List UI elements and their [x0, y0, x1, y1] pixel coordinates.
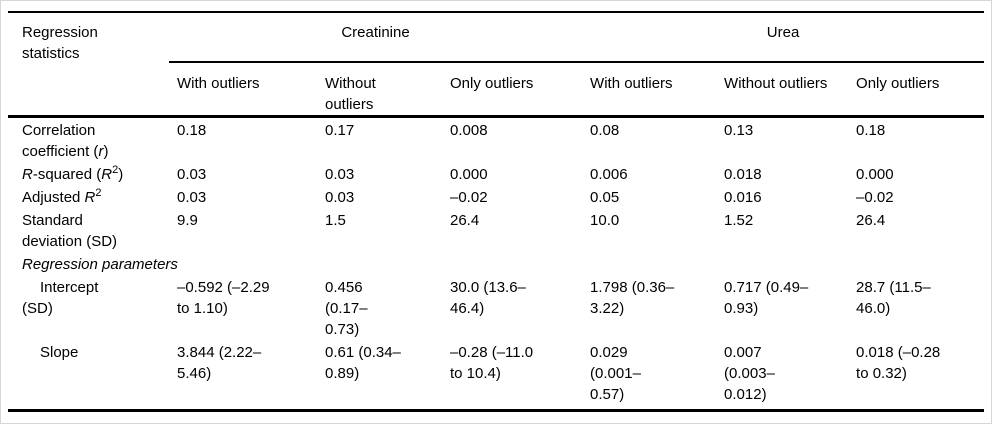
subheader-creatinine-with-outliers: With outliers	[169, 62, 317, 118]
data-cell: 0.03	[177, 189, 207, 206]
data-cell: 28.7 (11.5– 46.0)	[856, 279, 931, 317]
row-standard-deviation: Standard deviation (SD) 9.9 1.5 26.4 10.…	[8, 208, 984, 252]
data-cell: 3.844 (2.22– 5.46)	[177, 344, 262, 382]
header-group-urea: Urea	[582, 12, 985, 63]
data-cell: 0.61 (0.34– 0.89)	[325, 344, 401, 382]
data-cell: 1.5	[325, 212, 346, 229]
data-cell: 0.029 (0.001– 0.57)	[590, 344, 641, 403]
data-cell: 26.4	[450, 212, 480, 229]
row-label: R-squared (R2)	[22, 164, 124, 184]
data-cell: 0.018	[724, 166, 762, 183]
regression-statistics-table: Regression statistics Creatinine Urea Wi…	[8, 11, 985, 412]
data-cell: 0.456 (0.17– 0.73)	[325, 279, 368, 338]
row-label: Adjusted R2	[22, 187, 102, 207]
data-cell: 0.000	[450, 166, 488, 183]
row-slope: Slope 3.844 (2.22– 5.46) 0.61 (0.34– 0.8…	[8, 340, 984, 411]
data-cell: 1.798 (0.36– 3.22)	[590, 279, 675, 317]
data-cell: 0.13	[724, 122, 754, 139]
data-cell: 0.717 (0.49– 0.93)	[724, 279, 809, 317]
header-subgroup-row: With outliers Without outliers Only outl…	[8, 62, 985, 118]
section-label: Regression parameters	[22, 256, 178, 273]
data-cell: –0.28 (–11.0 to 10.4)	[450, 344, 534, 382]
subheader-urea-with-outliers: With outliers	[582, 62, 717, 118]
data-cell: 0.05	[590, 189, 620, 206]
row-label: Standard deviation (SD)	[22, 212, 118, 250]
data-cell: 26.4	[856, 212, 886, 229]
row-label: Slope	[40, 344, 79, 361]
data-cell: –0.02	[450, 189, 488, 206]
data-cell: 1.52	[724, 212, 754, 229]
row-correlation-coefficient: Correlation coefficient (r) 0.18 0.17 0.…	[8, 117, 984, 163]
data-cell: 0.08	[590, 122, 620, 139]
data-cell: 10.0	[590, 212, 620, 229]
data-cell: 0.03	[177, 166, 207, 183]
data-cell: 30.0 (13.6– 46.4)	[450, 279, 526, 317]
row-adjusted-r-squared: Adjusted R2 0.03 0.03 –0.02 0.05 0.016 –…	[8, 185, 984, 208]
data-cell: 0.17	[325, 122, 355, 139]
data-cell: 9.9	[177, 212, 198, 229]
data-cell: 0.03	[325, 166, 355, 183]
data-cell: 0.18	[177, 122, 207, 139]
row-intercept: Intercept (SD) –0.592 (–2.29 to 1.10) 0.…	[8, 275, 984, 340]
data-cell: 0.18	[856, 122, 886, 139]
header-group-creatinine: Creatinine	[169, 12, 583, 63]
data-cell: 0.016	[724, 189, 762, 206]
subheader-creatinine-without-outliers: Without outliers	[317, 62, 442, 118]
data-cell: 0.006	[590, 166, 628, 183]
header-group-row: Regression statistics Creatinine Urea	[8, 12, 985, 118]
data-cell: 0.018 (–0.28 to 0.32)	[856, 344, 941, 382]
header-regression-statistics: Regression statistics	[8, 12, 169, 118]
row-r-squared: R-squared (R2) 0.03 0.03 0.000 0.006 0.0…	[8, 162, 984, 185]
data-cell: 0.03	[325, 189, 355, 206]
row-label: Intercept (SD)	[22, 279, 99, 317]
subheader-urea-only-outliers: Only outliers	[848, 62, 985, 118]
data-cell: –0.02	[856, 189, 894, 206]
data-cell: 0.008	[450, 122, 488, 139]
data-cell: 0.007 (0.003– 0.012)	[724, 344, 775, 403]
data-cell: –0.592 (–2.29 to 1.10)	[177, 279, 270, 317]
section-row-regression-parameters: Regression parameters	[8, 252, 984, 275]
row-label: Correlation coefficient (r)	[22, 122, 109, 160]
subheader-creatinine-only-outliers: Only outliers	[442, 62, 583, 118]
subheader-urea-without-outliers: Without outliers	[716, 62, 849, 118]
data-cell: 0.000	[856, 166, 894, 183]
